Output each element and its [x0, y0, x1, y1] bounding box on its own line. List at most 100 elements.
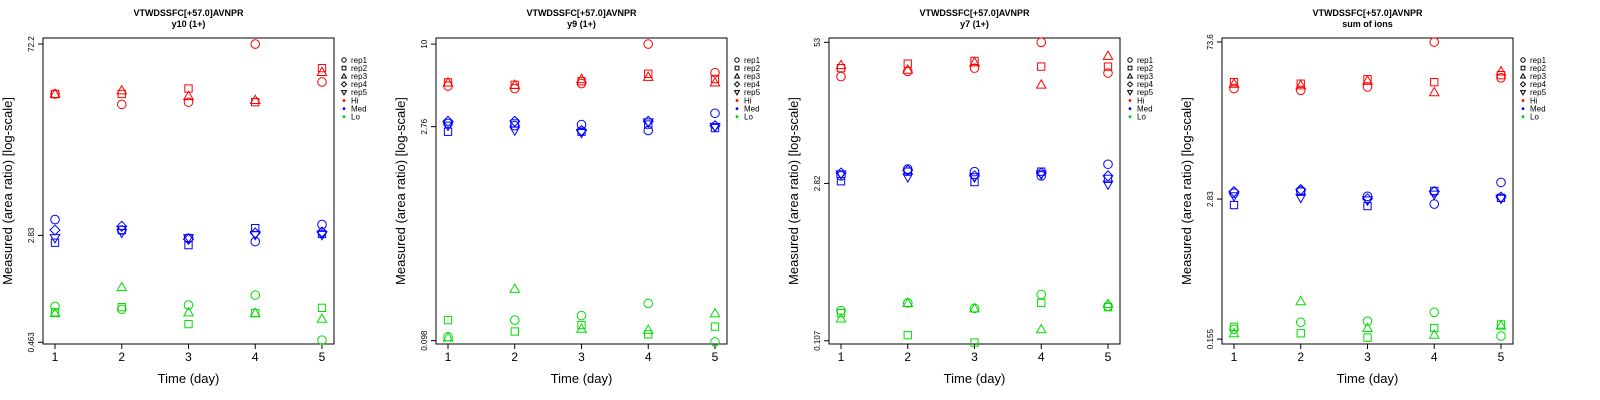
legend-label: rep2: [1530, 64, 1547, 73]
data-point: [1496, 73, 1506, 83]
data-point: [509, 115, 521, 127]
chart-subtitle: y10 (1+): [172, 19, 206, 29]
data-point: [902, 66, 913, 77]
data-point: [836, 63, 846, 73]
data-point: [1228, 186, 1240, 198]
data-point: [1228, 77, 1240, 88]
data-point: [970, 177, 979, 187]
legend-triangle-down-icon: [340, 90, 348, 96]
x-tick-label: 3: [578, 350, 585, 364]
data-point: [1429, 307, 1440, 318]
x-tick-label: 4: [1431, 350, 1438, 364]
data-point: [249, 307, 261, 318]
data-point: [249, 230, 261, 241]
legend-label: Med: [744, 104, 760, 113]
data-point: [643, 39, 654, 49]
data-point: [835, 167, 847, 179]
data-point: [902, 164, 914, 177]
data-point: [317, 64, 327, 73]
data-point: [443, 332, 453, 342]
data-point: [316, 226, 328, 238]
legend-dot-icon: [1521, 107, 1525, 110]
data-point: [316, 313, 328, 323]
data-point: [509, 79, 521, 89]
data-point: [50, 238, 60, 247]
legend-diamond-icon: [733, 81, 741, 88]
legend-square-icon: [341, 65, 347, 71]
y-tick-label: 0.098: [420, 330, 429, 351]
x-tick-label: 3: [185, 350, 192, 364]
data-point: [710, 108, 720, 119]
data-point: [1430, 323, 1439, 333]
data-point: [116, 99, 127, 110]
data-point: [970, 338, 979, 347]
data-point: [903, 331, 912, 340]
data-point: [116, 84, 128, 95]
legend-label: rep5: [1137, 88, 1154, 97]
data-point: [1102, 298, 1114, 308]
plot-frame: [435, 37, 728, 345]
data-point: [576, 78, 587, 89]
legend-dot-icon: [1128, 115, 1132, 119]
data-point: [1228, 192, 1240, 203]
data-point: [1035, 78, 1047, 89]
x-tick-label: 1: [52, 350, 59, 364]
legend-triangle-down-icon: [733, 90, 741, 96]
data-point: [1295, 317, 1306, 328]
data-point: [1495, 65, 1507, 76]
y-tick-label: 2.83: [27, 227, 36, 243]
data-point: [1229, 83, 1239, 94]
data-point: [1495, 319, 1507, 330]
data-point: [1361, 322, 1374, 333]
data-point: [575, 73, 588, 84]
legend-label: Med: [1530, 104, 1546, 113]
legend-label: rep2: [1137, 64, 1154, 73]
data-point: [442, 121, 454, 132]
data-point: [442, 76, 454, 87]
legend-label: rep1: [744, 56, 761, 65]
x-axis-label: Time (day): [158, 371, 220, 386]
data-point: [116, 228, 128, 239]
data-point: [710, 74, 720, 84]
data-point: [183, 300, 194, 310]
data-point: [903, 59, 912, 68]
legend-square-icon: [734, 65, 740, 71]
data-point: [1295, 85, 1306, 96]
data-point: [1495, 194, 1507, 205]
y-tick-label: 2.76: [420, 118, 429, 134]
data-point: [182, 306, 195, 317]
legend-label: rep3: [1137, 72, 1154, 81]
data-point: [575, 124, 588, 137]
legend-triangle-down-icon: [1126, 90, 1134, 96]
legend-label: Hi: [1530, 96, 1538, 105]
data-point: [575, 128, 588, 139]
legend-label: Lo: [1137, 113, 1146, 122]
data-point: [1103, 174, 1113, 184]
legend-circle-icon: [1127, 57, 1133, 63]
data-point: [1296, 329, 1305, 338]
legend-label: Lo: [1530, 113, 1539, 122]
data-point: [1102, 50, 1114, 60]
data-point: [182, 234, 195, 244]
data-point: [317, 303, 327, 312]
y-tick-label: 73.6: [1206, 34, 1215, 50]
data-point: [1296, 187, 1305, 196]
chart-title: VTWDSSFC[+57.0]AVNPR: [526, 8, 637, 18]
legend-triangle-up-icon: [340, 72, 348, 79]
legend-triangle-up-icon: [1126, 72, 1134, 79]
data-point: [968, 302, 981, 313]
data-point: [902, 297, 914, 307]
legend-dot-icon: [342, 99, 346, 102]
x-tick-label: 4: [1038, 350, 1045, 364]
data-point: [1429, 199, 1440, 209]
data-point: [836, 308, 846, 318]
legend-square-icon: [1127, 65, 1133, 71]
data-point: [1037, 298, 1046, 308]
data-point: [576, 310, 587, 321]
data-point: [902, 63, 914, 74]
legend-label: rep5: [1530, 88, 1547, 97]
data-point: [50, 214, 60, 225]
legend-label: rep4: [744, 80, 761, 89]
legend-diamond-icon: [1126, 81, 1134, 88]
